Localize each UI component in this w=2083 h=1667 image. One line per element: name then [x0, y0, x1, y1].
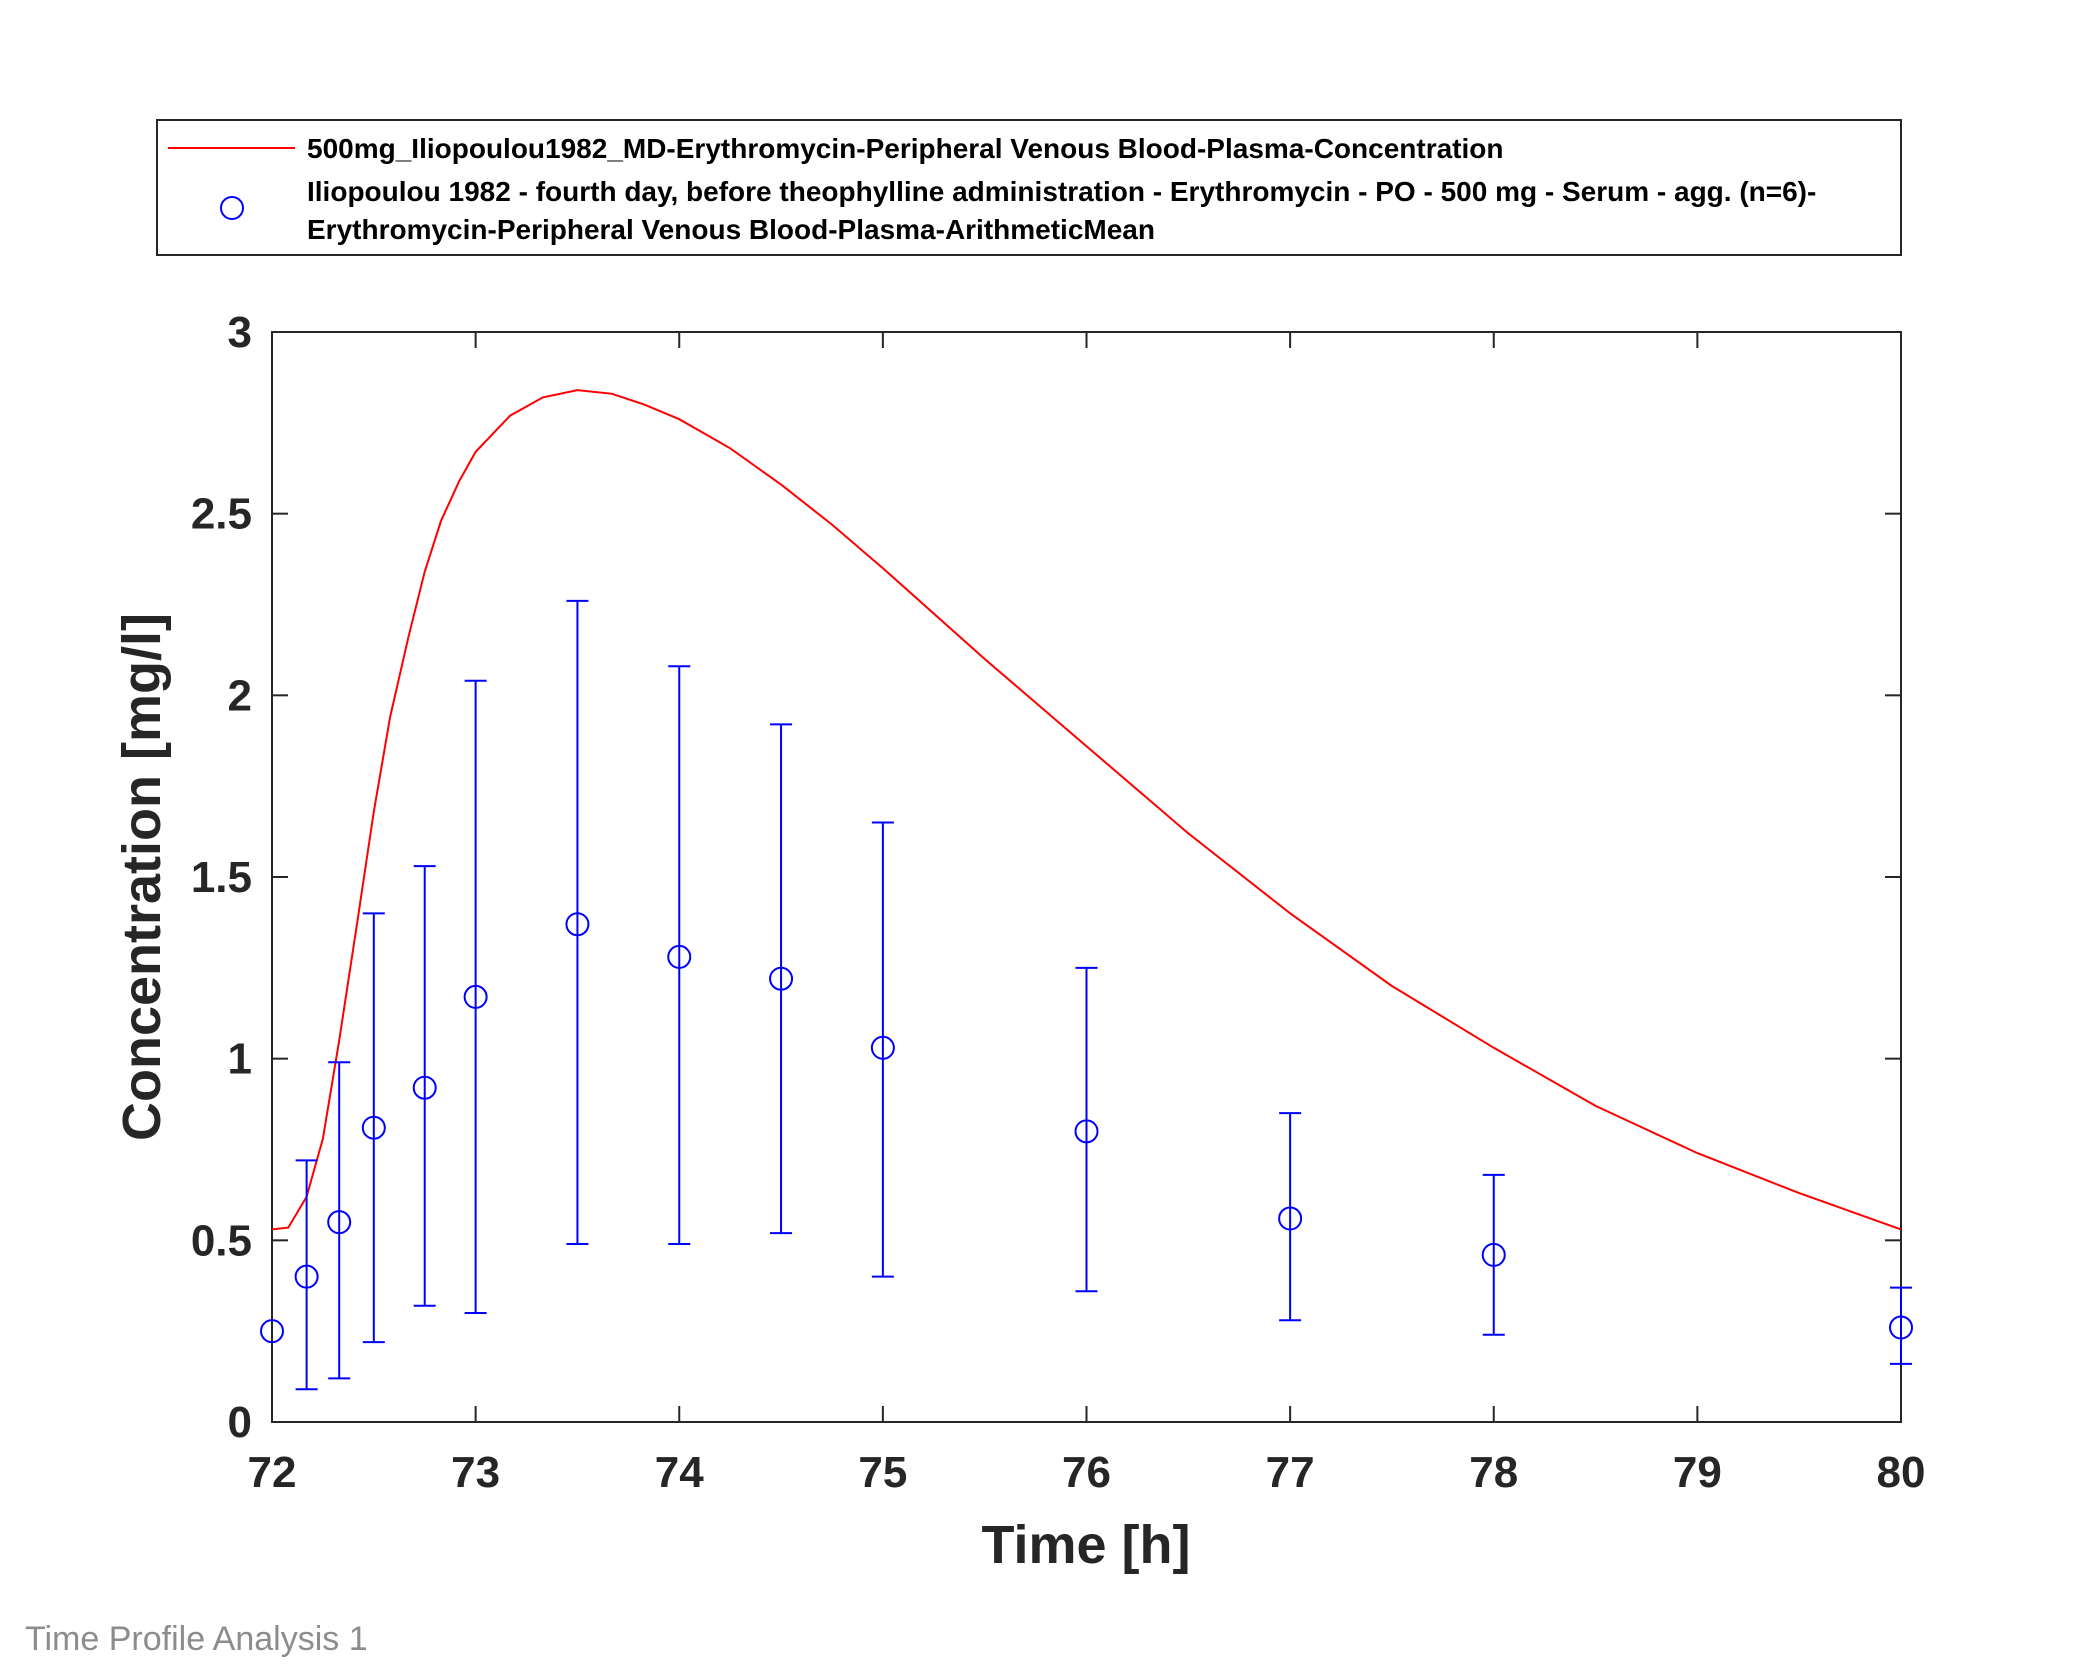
y-tick-label: 1	[228, 1035, 252, 1084]
observed-point	[361, 1115, 386, 1140]
error-bar	[295, 1159, 318, 1391]
footer-title: Time Profile Analysis 1	[25, 1620, 368, 1658]
legend-box	[156, 119, 1902, 256]
observed-point	[667, 944, 692, 969]
x-tick-label: 80	[1877, 1448, 1926, 1497]
y-tick-label: 0	[228, 1398, 252, 1447]
error-bar	[1075, 966, 1098, 1293]
observed-series	[260, 599, 1913, 1391]
error-bar	[668, 665, 691, 1245]
observed-point	[870, 1035, 895, 1060]
x-tick-labels: 72 73 74 75 76 77 78 79 80	[248, 1448, 1926, 1497]
observed-point	[412, 1075, 437, 1100]
x-tick-label: 73	[451, 1448, 500, 1497]
observed-point	[1481, 1242, 1506, 1267]
observed-point	[565, 912, 590, 937]
observed-point	[1074, 1119, 1099, 1144]
legend: 500mg_Iliopoulou1982_MD-Erythromycin-Per…	[156, 119, 1902, 256]
error-bar	[770, 723, 793, 1235]
axis-ticks	[271, 331, 1902, 1423]
legend-circle-swatch	[220, 196, 244, 220]
y-tick-label: 3	[228, 308, 252, 357]
y-tick-label: 1.5	[191, 853, 252, 902]
x-tick-label: 75	[858, 1448, 907, 1497]
x-tick-label: 76	[1062, 1448, 1111, 1497]
legend-label-simulation: 500mg_Iliopoulou1982_MD-Erythromycin-Per…	[307, 133, 1503, 164]
observed-point	[769, 966, 794, 991]
observed-point	[260, 1319, 284, 1344]
observed-point	[294, 1264, 319, 1289]
error-bar	[413, 865, 436, 1307]
y-tick-label: 0.5	[191, 1216, 252, 1265]
x-tick-label: 72	[248, 1448, 297, 1497]
error-bar	[566, 599, 589, 1245]
error-bar	[464, 679, 487, 1314]
observed-point	[327, 1210, 352, 1235]
error-bar	[871, 821, 894, 1278]
y-tick-label: 2.5	[191, 490, 252, 539]
observed-point	[463, 984, 488, 1009]
legend-label-observed-line2: Erythromycin-Peripheral Venous Blood-Pla…	[307, 214, 1155, 245]
error-bar	[1279, 1112, 1302, 1322]
x-tick-label: 78	[1469, 1448, 1518, 1497]
observed-point	[1889, 1315, 1913, 1340]
error-bar	[362, 912, 385, 1344]
y-tick-labels: 0 0.5 1 1.5 2 2.5 3	[191, 308, 252, 1447]
x-tick-label: 77	[1266, 1448, 1315, 1497]
legend-label-observed-line1: Iliopoulou 1982 - fourth day, before the…	[307, 176, 1816, 207]
error-bar	[1890, 1286, 1912, 1365]
y-tick-label: 2	[228, 671, 252, 720]
x-tick-label: 79	[1673, 1448, 1722, 1497]
y-axis-label: Concentration [mg/l]	[112, 613, 172, 1141]
error-bar	[328, 1061, 351, 1380]
x-axis-label: Time [h]	[981, 1515, 1190, 1575]
simulation-series	[271, 389, 1902, 1231]
error-bar	[1482, 1173, 1505, 1336]
observed-point	[1278, 1206, 1303, 1231]
simulation-line	[271, 389, 1902, 1231]
x-tick-label: 74	[655, 1448, 704, 1497]
